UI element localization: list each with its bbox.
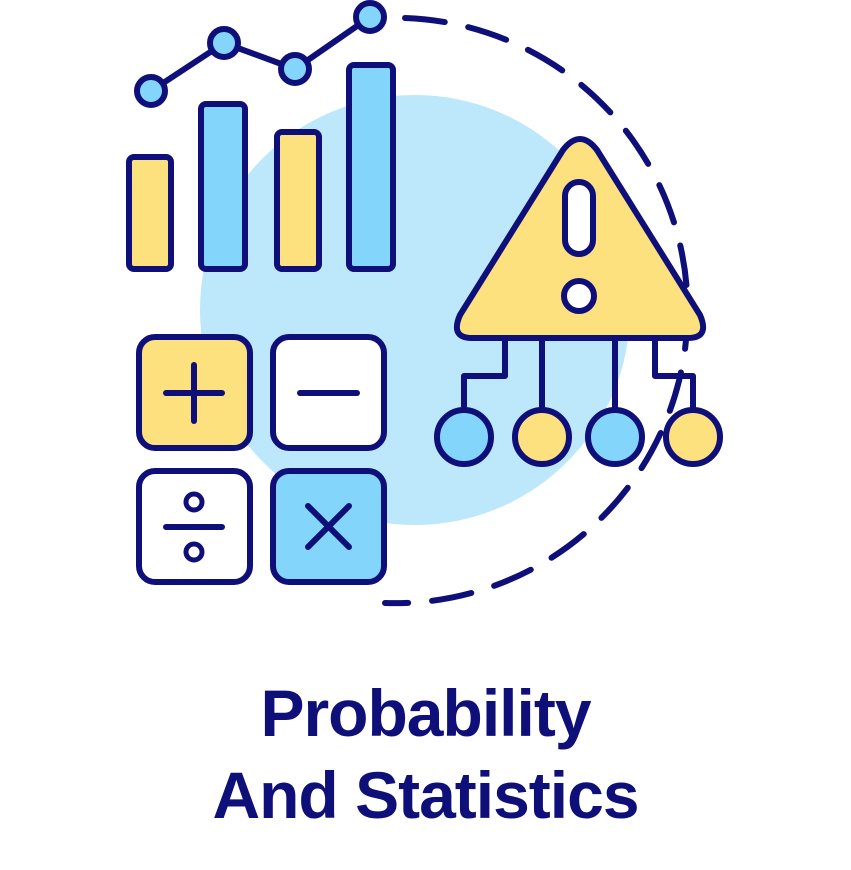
bar-2 (198, 101, 248, 272)
trend-point-1 (134, 74, 168, 108)
branch-nodes-icon (434, 338, 723, 467)
math-operations-grid (136, 334, 387, 585)
trend-point-2 (207, 26, 241, 60)
caption: Probability And Statistics (0, 672, 851, 836)
node-1 (434, 407, 494, 467)
caption-line-1: Probability (260, 676, 591, 750)
exclamation-dot (561, 278, 597, 314)
divide-icon (136, 468, 253, 585)
node-4 (663, 407, 723, 467)
trend-point-3 (278, 52, 312, 86)
caption-line-2: And Statistics (212, 758, 639, 832)
minus-icon (270, 334, 387, 451)
bar-4 (346, 62, 396, 272)
probability-statistics-illustration (126, 0, 723, 607)
exclamation-bar (562, 179, 596, 257)
multiply-icon (270, 468, 387, 585)
node-3 (585, 407, 645, 467)
bar-3 (274, 129, 322, 272)
trend-point-4 (353, 0, 387, 34)
plus-icon (136, 334, 253, 451)
node-2 (512, 407, 572, 467)
warning-triangle-icon (454, 136, 706, 341)
bar-chart-icon (126, 62, 396, 272)
line-trend-icon (134, 0, 387, 108)
bar-1 (126, 154, 174, 272)
